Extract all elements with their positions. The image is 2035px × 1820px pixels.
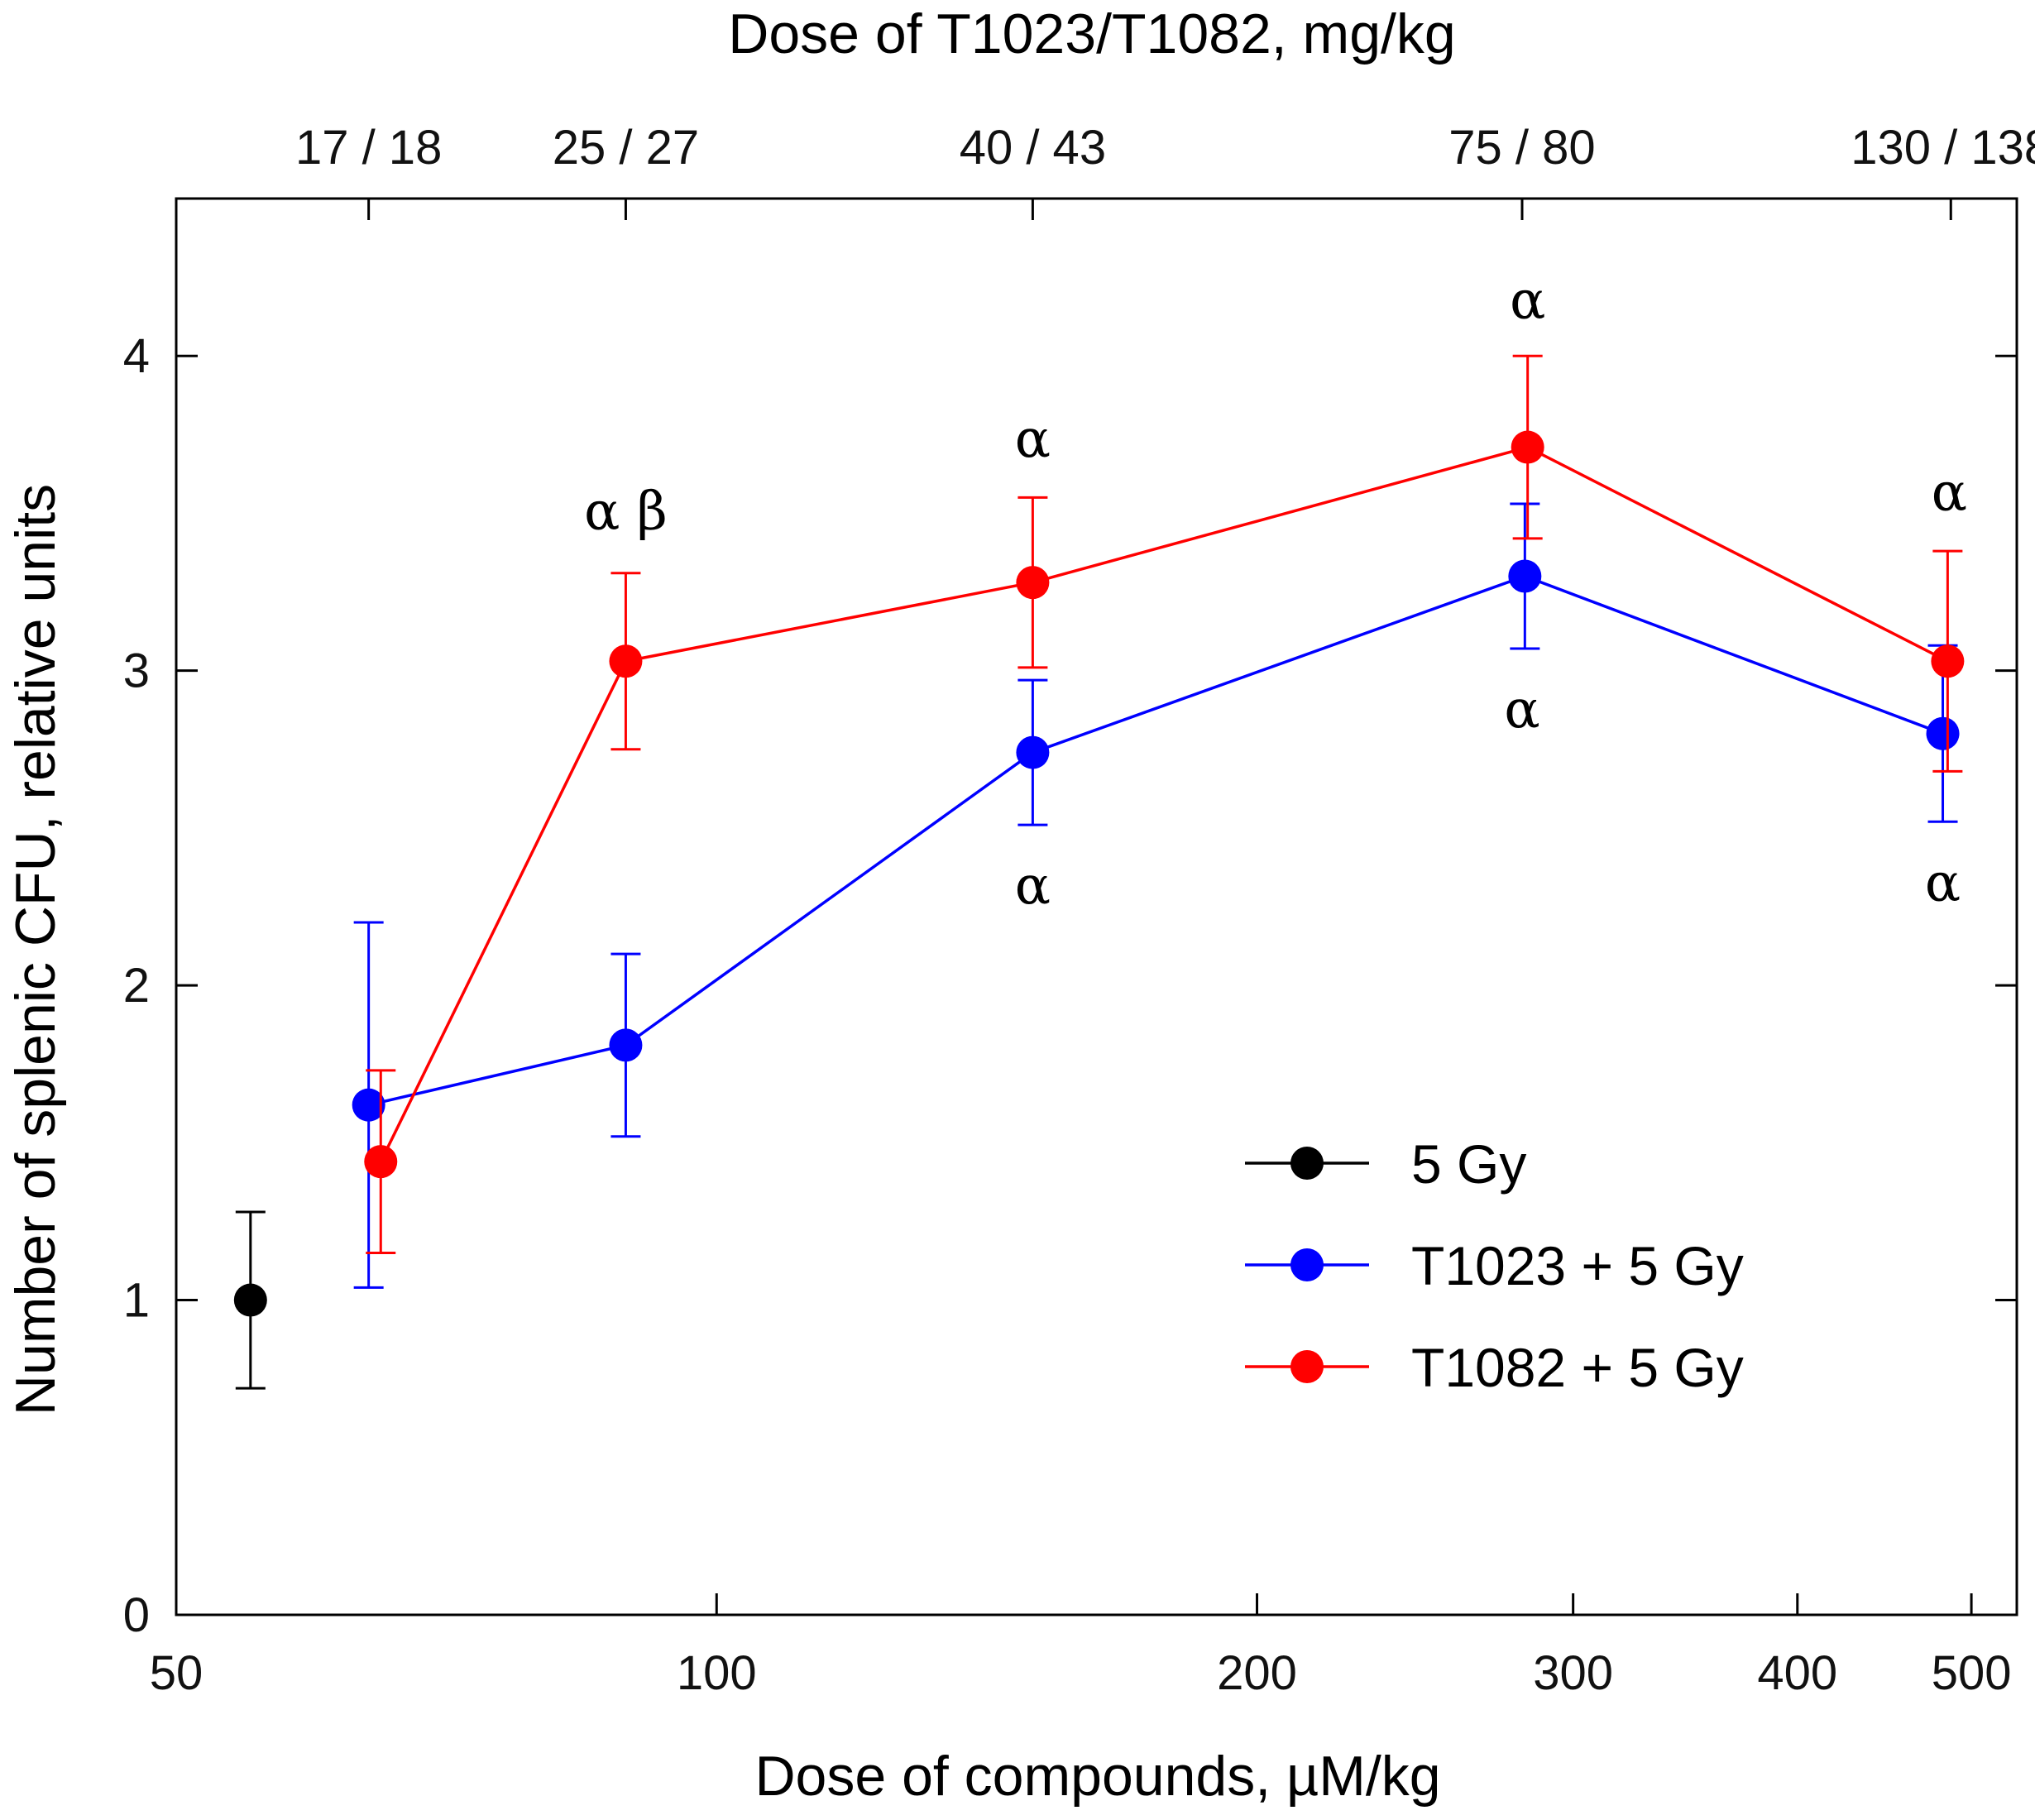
y-tick-label: 1 <box>123 1274 150 1328</box>
data-point <box>1511 430 1544 464</box>
y-tick-label: 4 <box>123 329 150 383</box>
legend: 5 Gy T1023 + 5 Gy T1082 + 5 Gy <box>1245 1133 1744 1398</box>
significance-marker: α <box>1932 462 1967 524</box>
significance-marker: α <box>1510 271 1545 332</box>
legend-label: T1023 + 5 Gy <box>1411 1235 1744 1296</box>
series-2 <box>364 354 1965 1254</box>
x-tick-label: 50 <box>150 1646 204 1700</box>
significance-marker: α <box>1015 409 1051 470</box>
axis-ticks: 50 100 200 300 400 500 0 1 2 3 4 17 / 18 25 / 27 40 /… <box>123 121 2035 1700</box>
y-axis-title: Number of splenic CFU, relative units <box>4 484 67 1415</box>
data-point <box>233 1283 267 1317</box>
significance-marker: α β <box>584 481 668 542</box>
data-point <box>1931 644 1965 678</box>
significance-marker: α <box>1925 852 1961 913</box>
top-tick-label: 17 / 18 <box>295 121 442 175</box>
data-point <box>352 1088 385 1122</box>
top-tick-label: 75 / 80 <box>1448 121 1595 175</box>
y-tick-label: 2 <box>123 959 150 1013</box>
y-tick-label: 0 <box>123 1588 150 1642</box>
y-tick-label: 3 <box>123 644 150 698</box>
legend-label: 5 Gy <box>1411 1133 1526 1195</box>
series-1 <box>352 502 1960 1289</box>
data-point <box>1016 566 1050 600</box>
data-point <box>1508 559 1542 593</box>
x-tick-label: 300 <box>1533 1646 1613 1700</box>
legend-label: T1082 + 5 Gy <box>1411 1337 1744 1398</box>
data-point <box>1926 716 1960 750</box>
legend-swatch-marker <box>1290 1350 1324 1383</box>
annotation-layer: α β α α α α α α <box>584 271 1967 917</box>
top-tick-label: 40 / 43 <box>960 121 1106 175</box>
series-layer <box>233 354 1965 1390</box>
legend-swatch-marker <box>1290 1147 1324 1180</box>
x-tick-label: 500 <box>1932 1646 2012 1700</box>
plot-frame <box>175 197 2018 1616</box>
data-point <box>609 1028 643 1062</box>
top-tick-label: 25 / 27 <box>553 121 699 175</box>
plot-area-border <box>175 197 2018 1616</box>
legend-item: 5 Gy <box>1245 1133 1526 1195</box>
data-point <box>1016 735 1050 769</box>
significance-marker: α <box>1015 855 1051 917</box>
x-tick-label: 200 <box>1217 1646 1297 1700</box>
x-axis-title: Dose of compounds, µM/kg <box>754 1745 1440 1808</box>
data-point <box>609 644 643 678</box>
series-0 <box>233 1210 267 1390</box>
legend-item: T1023 + 5 Gy <box>1245 1235 1744 1296</box>
legend-swatch-marker <box>1290 1248 1324 1281</box>
significance-marker: α <box>1504 679 1539 740</box>
x-tick-label: 400 <box>1757 1646 1837 1700</box>
legend-item: T1082 + 5 Gy <box>1245 1337 1744 1398</box>
data-point <box>364 1145 398 1179</box>
x-tick-label: 100 <box>677 1646 757 1700</box>
top-axis-title: Dose of T1023/T1082, mg/kg <box>728 2 1455 65</box>
top-tick-label: 130 / 138 <box>1851 121 2035 175</box>
